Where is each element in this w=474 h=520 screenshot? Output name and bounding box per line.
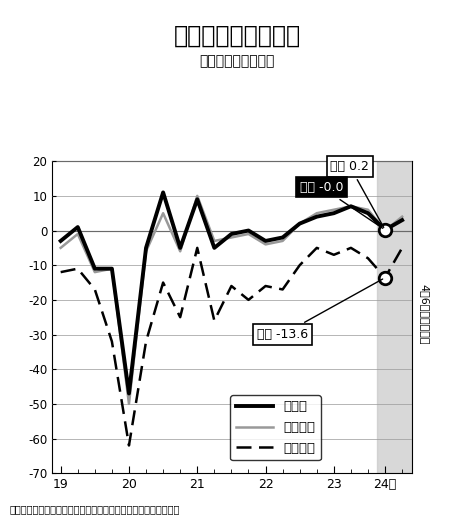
Text: 現状 -13.6: 現状 -13.6: [257, 279, 383, 341]
Text: 現状 0.2: 現状 0.2: [330, 160, 384, 227]
Text: 企業の景況判断指数: 企業の景況判断指数: [173, 23, 301, 47]
Bar: [376, 161, 412, 473]
Text: （財務省・内閣府「法人企業景気予測調査」の資料を基に作成）: （財務省・内閣府「法人企業景気予測調査」の資料を基に作成）: [9, 504, 180, 514]
Text: 4－6月（見通し）: 4－6月（見通し）: [419, 284, 429, 345]
Legend: 大企業, 中堅企業, 中小企業: 大企業, 中堅企業, 中小企業: [230, 395, 320, 460]
Text: （規模別、全産業）: （規模別、全産業）: [199, 55, 275, 69]
Text: 現状 -0.0: 現状 -0.0: [300, 180, 383, 228]
